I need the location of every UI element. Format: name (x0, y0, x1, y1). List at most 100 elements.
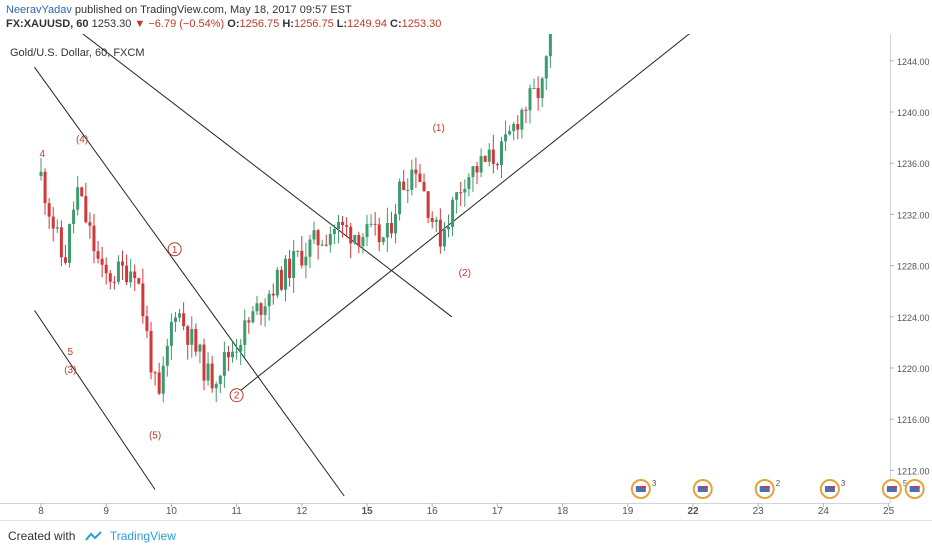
price-chart[interactable]: Gold/U.S. Dollar, 60, FXCM 1212.00 1216.0… (0, 0, 932, 517)
candle (483, 155, 487, 163)
candle (495, 162, 499, 170)
chart-area[interactable]: Gold/U.S. Dollar, 60, FXCM 1212.00 1216.0… (0, 0, 932, 517)
candle (345, 217, 349, 238)
candle-body (182, 313, 186, 327)
candle-body (463, 188, 467, 193)
candle-body (88, 222, 92, 226)
candle-body (80, 187, 84, 197)
wave-label: (2) (459, 268, 471, 279)
candle-body (548, 32, 552, 57)
candle (182, 302, 186, 331)
candle (369, 214, 373, 228)
candle (524, 106, 528, 124)
wave-label-text: 2 (234, 391, 240, 402)
candle (55, 219, 59, 234)
candle-body (251, 311, 255, 323)
candle-body (47, 203, 51, 217)
flag-icon (886, 486, 897, 492)
candle-body (536, 88, 540, 99)
candle (406, 178, 410, 204)
candle-body (308, 239, 312, 257)
tradingview-brand-link[interactable]: TradingView (109, 529, 176, 543)
x-tick-label: 19 (622, 506, 634, 514)
candle (259, 302, 263, 326)
candle (414, 157, 418, 188)
candle-body (125, 265, 129, 283)
candle-body (508, 131, 512, 135)
candle (76, 175, 80, 216)
candle-body (324, 244, 328, 246)
symbol-label: FX:XAUUSD, 60 (6, 18, 89, 30)
flag-stripe (701, 486, 708, 488)
candle (479, 148, 483, 178)
candle-body (365, 224, 369, 238)
candle-body (483, 156, 487, 162)
candle (137, 277, 141, 285)
candle (430, 211, 434, 229)
candle (96, 240, 100, 264)
candle-body (316, 230, 320, 246)
candle (442, 221, 446, 251)
candle-body (357, 234, 361, 247)
candle (169, 313, 173, 361)
candle-body (271, 293, 275, 296)
open-label: O: (227, 18, 240, 30)
candle (133, 264, 137, 291)
candle-body (544, 56, 548, 79)
candle-body (426, 191, 430, 218)
event-count: 3 (652, 479, 657, 488)
candle-body (353, 234, 357, 244)
trendline (34, 66, 345, 497)
wave-label: (4) (76, 135, 88, 146)
candle (487, 143, 491, 167)
x-tick-label: 24 (818, 506, 830, 514)
candle-body (345, 225, 349, 227)
candle-body (373, 223, 377, 225)
created-with-text: Created with (8, 529, 76, 543)
candle (336, 214, 340, 244)
candle (434, 216, 438, 233)
candle (100, 246, 104, 278)
candle-body (304, 256, 308, 266)
candle-body (504, 134, 508, 142)
candle (153, 370, 157, 386)
candle-body (39, 171, 43, 176)
close-value: 1253.30 (401, 18, 442, 30)
flag-icon (697, 486, 708, 492)
candle-body (226, 352, 230, 358)
candle-body (96, 251, 100, 259)
candle (92, 213, 96, 264)
ohlc-line: FX:XAUUSD, 60 1253.30 ▼ −6.79 (−0.54%) O… (6, 18, 441, 30)
candle-body (369, 223, 373, 225)
candle (540, 76, 544, 107)
candle-body (186, 326, 190, 345)
economic-event-flag-icon (692, 479, 713, 499)
candle-body (320, 244, 324, 246)
candle (418, 164, 422, 183)
candle (304, 242, 308, 279)
candle (455, 192, 459, 214)
candle-body (218, 375, 222, 384)
candle (398, 178, 402, 221)
low-label: L: (336, 18, 348, 30)
chart-title: Gold/U.S. Dollar, 60, FXCM (10, 47, 145, 59)
x-tick-label: 9 (103, 506, 109, 514)
candle-body (455, 192, 459, 200)
candle (108, 270, 112, 290)
tradingview-logo-icon (84, 531, 102, 541)
candle-body (222, 352, 226, 376)
candle-body (165, 345, 169, 366)
candle (141, 268, 145, 324)
flag-stripe (639, 486, 646, 488)
trendline (34, 310, 156, 490)
flag-stripe (828, 486, 835, 488)
candle (255, 295, 259, 316)
candle-body (487, 149, 491, 162)
candle (72, 201, 76, 234)
author-link[interactable]: NeeravYadav (6, 4, 72, 16)
high-label: H: (282, 18, 294, 30)
candle-body (104, 264, 108, 274)
candle (214, 381, 218, 403)
price-change: −6.79 (−0.54%) (148, 18, 225, 30)
candle (63, 244, 67, 265)
